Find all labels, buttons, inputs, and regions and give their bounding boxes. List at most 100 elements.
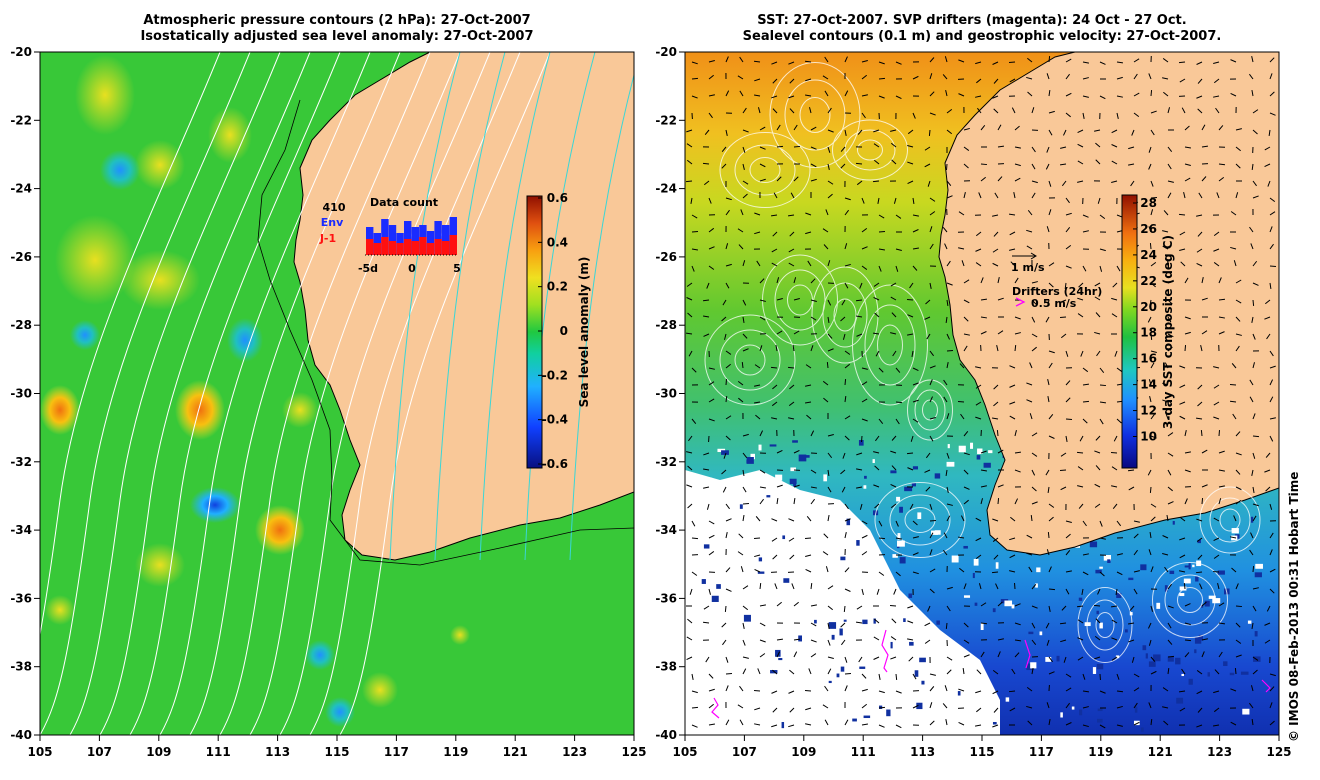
cloud-speck bbox=[782, 583, 787, 587]
velocity-vector bbox=[753, 94, 761, 97]
velocity-vector bbox=[1031, 163, 1036, 170]
velocity-vector bbox=[793, 638, 801, 641]
velocity-vector bbox=[895, 214, 902, 219]
velocity-vector bbox=[793, 277, 797, 284]
velocity-vector bbox=[1269, 365, 1276, 369]
sealevel-contour bbox=[864, 304, 916, 386]
velocity-vector bbox=[1264, 639, 1271, 644]
velocity-vector bbox=[1213, 537, 1220, 542]
velocity-vector bbox=[1099, 248, 1106, 252]
velocity-vector bbox=[975, 95, 982, 98]
velocity-vector bbox=[891, 618, 897, 624]
velocity-vector bbox=[1167, 192, 1172, 199]
cloud-speck bbox=[828, 622, 837, 629]
velocity-vector bbox=[754, 554, 761, 558]
velocity-vector bbox=[844, 518, 851, 522]
velocity-vector bbox=[1235, 333, 1242, 336]
inset-j1-bar bbox=[434, 239, 442, 255]
cloud-speck bbox=[825, 666, 833, 670]
velocity-vector bbox=[1133, 520, 1140, 523]
velocity-vector bbox=[1060, 639, 1067, 643]
velocity-vector bbox=[805, 384, 812, 387]
anomaly-blob bbox=[282, 392, 318, 428]
sealevel-contour bbox=[811, 266, 879, 364]
velocity-vector bbox=[861, 588, 864, 595]
velocity-vector bbox=[895, 571, 901, 577]
velocity-vector bbox=[823, 533, 829, 539]
velocity-vector bbox=[929, 365, 936, 369]
velocity-vector bbox=[962, 667, 965, 675]
cloud-speck bbox=[890, 470, 897, 474]
velocity-vector bbox=[810, 299, 817, 302]
velocity-vector bbox=[929, 197, 936, 202]
cloud-speck bbox=[836, 673, 840, 678]
velocity-vector bbox=[1252, 605, 1257, 612]
velocity-vector bbox=[1179, 570, 1186, 573]
inset-env-bar bbox=[442, 225, 450, 255]
velocity-vector bbox=[1048, 110, 1055, 114]
velocity-vector bbox=[992, 214, 999, 217]
velocity-vector bbox=[1045, 316, 1050, 323]
sealevel-contour bbox=[762, 254, 838, 346]
velocity-vector bbox=[687, 465, 693, 471]
inset-bars bbox=[366, 217, 457, 255]
velocity-vector bbox=[1116, 553, 1123, 556]
velocity-vector bbox=[1167, 605, 1174, 609]
velocity-vector bbox=[1181, 668, 1186, 675]
cloud-speck bbox=[1250, 516, 1254, 523]
velocity-vector bbox=[963, 299, 970, 304]
velocity-vector bbox=[1201, 145, 1209, 148]
velocity-vector bbox=[793, 298, 800, 301]
cloud-speck bbox=[778, 487, 781, 492]
velocity-vector bbox=[992, 537, 999, 542]
velocity-vector bbox=[1094, 635, 1101, 641]
velocity-vector bbox=[1147, 469, 1152, 476]
cloud-speck bbox=[1229, 672, 1235, 676]
velocity-vector bbox=[1111, 656, 1118, 661]
cloud-speck bbox=[1092, 667, 1097, 674]
cloud-speck bbox=[815, 662, 822, 668]
velocity-vector bbox=[1111, 466, 1118, 471]
velocity-vector bbox=[708, 398, 715, 403]
velocity-vector bbox=[1264, 316, 1271, 320]
velocity-vector bbox=[1215, 107, 1220, 114]
velocity-vector bbox=[810, 486, 817, 489]
velocity-vector bbox=[861, 60, 868, 63]
velocity-vector bbox=[776, 277, 780, 284]
velocity-vector bbox=[1113, 435, 1118, 442]
velocity-vector bbox=[1031, 346, 1037, 352]
cloud-speck bbox=[898, 630, 905, 637]
cloud-speck bbox=[817, 511, 822, 515]
velocity-vector bbox=[1201, 449, 1208, 454]
velocity-vector bbox=[708, 688, 715, 692]
velocity-vector bbox=[793, 601, 799, 607]
velocity-vector bbox=[776, 124, 781, 131]
velocity-vector bbox=[827, 107, 832, 114]
velocity-vector bbox=[742, 260, 746, 267]
velocity-vector bbox=[1213, 401, 1220, 406]
velocity-vector bbox=[1009, 537, 1016, 541]
velocity-vector bbox=[1250, 532, 1254, 539]
anomaly-blob bbox=[100, 150, 140, 190]
velocity-vector bbox=[686, 484, 693, 488]
cloud-speck bbox=[1124, 629, 1128, 633]
velocity-vector bbox=[1269, 435, 1274, 442]
velocity-vector bbox=[725, 56, 729, 63]
cloud-speck bbox=[1099, 622, 1103, 629]
velocity-vector bbox=[963, 127, 970, 131]
velocity-vector bbox=[844, 415, 851, 420]
velocity-vector bbox=[1213, 78, 1220, 84]
velocity-vector bbox=[1048, 671, 1055, 675]
velocity-vector bbox=[759, 299, 766, 302]
cloud-speck bbox=[1099, 566, 1103, 569]
velocity-vector bbox=[1218, 622, 1226, 625]
cloud-speck bbox=[1172, 520, 1175, 525]
velocity-vector bbox=[946, 333, 951, 340]
velocity-vector bbox=[945, 469, 948, 477]
velocity-vector bbox=[686, 297, 693, 301]
velocity-vector bbox=[912, 229, 919, 233]
velocity-vector bbox=[1150, 282, 1156, 288]
velocity-vector bbox=[1201, 176, 1207, 182]
velocity-vector bbox=[702, 162, 710, 165]
velocity-vector bbox=[686, 159, 693, 165]
